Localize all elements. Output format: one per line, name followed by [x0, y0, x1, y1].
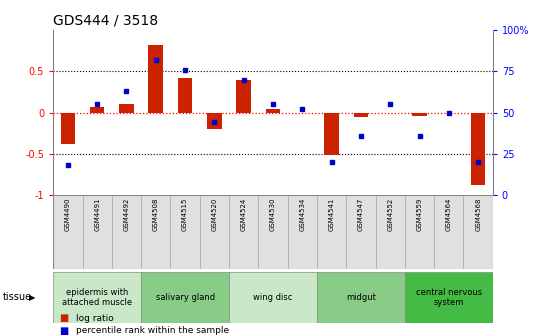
Text: GSM4534: GSM4534	[299, 198, 305, 231]
Bar	[434, 195, 464, 269]
Bar	[53, 195, 82, 269]
Bar	[200, 195, 229, 269]
Bar	[236, 80, 251, 113]
Bar	[353, 113, 368, 117]
Bar	[288, 195, 317, 269]
Bar	[82, 195, 112, 269]
Bar	[464, 195, 493, 269]
Bar	[317, 272, 405, 323]
Bar	[324, 113, 339, 155]
Text: central nervous
system: central nervous system	[416, 288, 482, 307]
Text: ▶: ▶	[29, 293, 36, 302]
Text: tissue: tissue	[3, 292, 32, 302]
Bar	[405, 195, 434, 269]
Bar	[170, 195, 200, 269]
Bar	[229, 272, 317, 323]
Text: log ratio: log ratio	[76, 314, 113, 323]
Text: midgut: midgut	[346, 293, 376, 302]
Bar	[90, 107, 105, 113]
Bar	[207, 113, 222, 129]
Title: GDS444 / 3518: GDS444 / 3518	[53, 14, 158, 28]
Bar	[405, 272, 493, 323]
Bar	[317, 195, 346, 269]
Text: GSM4508: GSM4508	[153, 198, 159, 232]
Text: ■: ■	[59, 313, 68, 323]
Text: GSM4492: GSM4492	[123, 198, 129, 231]
Text: GSM4530: GSM4530	[270, 198, 276, 232]
Bar	[346, 195, 376, 269]
Text: GSM4491: GSM4491	[94, 198, 100, 232]
Bar	[229, 195, 258, 269]
Text: percentile rank within the sample: percentile rank within the sample	[76, 327, 228, 335]
Text: GSM4524: GSM4524	[241, 198, 247, 231]
Bar	[148, 45, 163, 113]
Bar	[412, 113, 427, 116]
Bar	[141, 195, 170, 269]
Text: epidermis with
attached muscle: epidermis with attached muscle	[62, 288, 132, 307]
Text: GSM4552: GSM4552	[387, 198, 393, 231]
Bar	[471, 113, 486, 185]
Text: GSM4568: GSM4568	[475, 198, 481, 232]
Bar	[60, 113, 75, 144]
Text: GSM4515: GSM4515	[182, 198, 188, 231]
Bar	[178, 78, 193, 113]
Text: GSM4564: GSM4564	[446, 198, 452, 231]
Bar	[265, 109, 281, 113]
Bar	[119, 104, 134, 113]
Text: GSM4559: GSM4559	[417, 198, 423, 231]
Text: GSM4490: GSM4490	[65, 198, 71, 232]
Bar	[258, 195, 288, 269]
Bar	[376, 195, 405, 269]
Bar	[53, 272, 141, 323]
Bar	[112, 195, 141, 269]
Text: ■: ■	[59, 326, 68, 336]
Bar	[141, 272, 229, 323]
Text: salivary gland: salivary gland	[156, 293, 214, 302]
Text: GSM4541: GSM4541	[329, 198, 335, 231]
Text: GSM4520: GSM4520	[211, 198, 217, 231]
Text: wing disc: wing disc	[253, 293, 293, 302]
Text: GSM4547: GSM4547	[358, 198, 364, 231]
